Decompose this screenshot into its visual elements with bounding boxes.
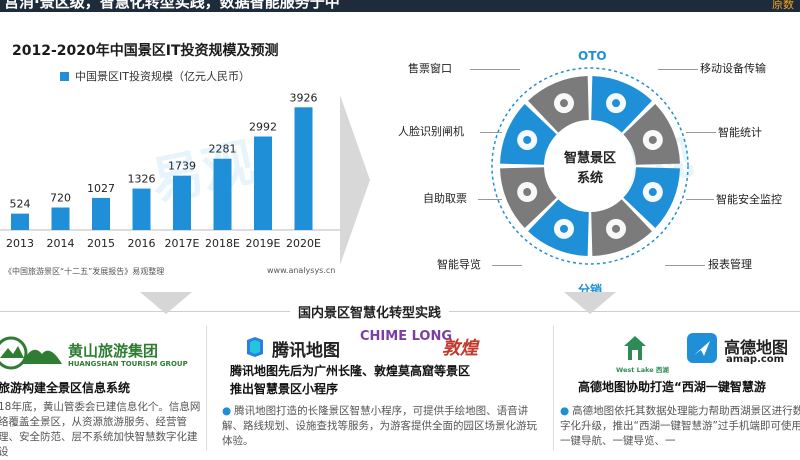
x-tick-2019E: 2019E <box>246 237 281 250</box>
middle-column-body: 腾讯地图打造的长隆景区智慧小程序，可提供手绘地图、语音讲解、路线规划、设施查找等… <box>222 405 537 447</box>
bar-2015 <box>92 197 110 230</box>
rss-icon-glyph <box>559 224 568 233</box>
bar-chart: 524 2013 720 2014 1027 2015 1326 2016 1739 2017E 2… <box>0 91 340 250</box>
data-label-2019E: 2992 <box>249 121 277 134</box>
column-separator <box>553 326 554 450</box>
column-separator <box>206 326 207 450</box>
huangshan-logo-en: HUANGSHAN TOURISM GROUP <box>68 360 188 368</box>
x-tick-2017E: 2017E <box>165 237 200 250</box>
wheel-label-face-gate: 人脸识别闸机 <box>398 125 464 138</box>
bar-2016 <box>132 188 151 230</box>
amap-logo-url: amap.com <box>726 354 785 365</box>
leader-line <box>686 132 716 133</box>
bar-2013 <box>11 213 29 230</box>
data-label-2015: 1027 <box>87 182 115 195</box>
tag-icon-glyph <box>612 224 621 233</box>
data-label-2016: 1326 <box>128 173 156 186</box>
wheel-label-self-ticket: 自助取票 <box>423 192 467 205</box>
wheel-center <box>546 122 634 210</box>
transition-arrow <box>340 95 370 265</box>
amap-logo-name: 高德地图 <box>724 338 789 357</box>
wheel-label-smart-stats: 智能统计 <box>718 126 762 139</box>
x-tick-2018E: 2018E <box>205 237 240 250</box>
wheel-label-reports: 报表管理 <box>708 258 752 271</box>
bar-2020E <box>294 107 313 230</box>
middle-column-title-line2: 推出智慧景区小程序 <box>230 382 339 396</box>
wheel-label-mobile-transfer: 移动设备传输 <box>700 62 766 75</box>
wheel-segments <box>500 76 680 256</box>
huangshan-logo-name: 黄山旅游集团 <box>68 342 159 360</box>
chart-source: 《中国旅游景区“十二五”发展报告》易观整理 <box>4 267 165 276</box>
data-label-2017E: 1739 <box>168 160 196 173</box>
wheel-label-ticket-window: 售票窗口 <box>408 62 452 75</box>
leader-line <box>658 69 698 70</box>
right-column-body-wrap: ● 高德地图依托其数据处理能力帮助西湖景区进行数字化升级，推出“西湖一键智慧游”过… <box>560 404 800 449</box>
chimelong-logo: CHIME LONG <box>360 329 453 344</box>
data-label-2013: 524 <box>10 198 31 211</box>
legend-swatch <box>60 71 69 81</box>
bar-2018E <box>213 158 232 230</box>
data-label-2014: 720 <box>50 192 71 205</box>
wheel-label-smart-guide: 智能导览 <box>437 258 481 271</box>
legend-label: 中国景区IT投资规模（亿元人民币） <box>75 70 250 83</box>
section-heading: 国内景区智慧化转型实践 <box>290 302 450 321</box>
bullet-icon: ● <box>222 405 232 417</box>
bar-2017E <box>173 175 191 230</box>
bullet-icon: ● <box>560 405 570 417</box>
tencent-map-logo: 腾讯地图 <box>272 341 340 361</box>
x-tick-2013: 2013 <box>6 237 34 250</box>
x-tick-2014: 2014 <box>47 237 75 250</box>
data-label-2018E: 2281 <box>209 143 237 156</box>
cube-icon-glyph <box>523 188 532 197</box>
cloud-upload-icon-glyph <box>523 135 532 144</box>
paper-plane-icon-glyph <box>648 188 657 197</box>
right-column-body: 高德地图依托其数据处理能力帮助西湖景区进行数字化升级，推出“西湖一键智慧游”过手… <box>560 405 800 447</box>
left-column-title: 旅游构建全景区信息系统 <box>0 381 131 395</box>
huangshan-mountain-icon <box>22 349 62 364</box>
header-title: 宫消·景区级，智慧化转型实践，数据智能服务于中 <box>4 0 340 11</box>
down-arrow-left <box>140 292 192 314</box>
dunhuang-logo: 敦煌 <box>442 338 478 359</box>
west-lake-logo-icon <box>624 336 646 360</box>
smart-scenic-wheel: 智慧景区 系统 <box>491 67 689 265</box>
lightning-icon-glyph <box>612 99 621 108</box>
eye-icon-glyph <box>648 135 657 144</box>
down-arrow-right <box>564 292 616 314</box>
x-tick-2015: 2015 <box>87 237 115 250</box>
bar-2014 <box>51 207 70 230</box>
x-tick-2016: 2016 <box>128 237 156 250</box>
bar-2019E <box>254 136 272 230</box>
search-icon-glyph <box>559 99 568 108</box>
wheel-outer-ring <box>491 67 689 265</box>
middle-column-title-line1: 腾讯地图先后为广州长隆、敦煌莫高窟等景区 <box>230 364 471 378</box>
header-bar: 宫消·景区级，智慧化转型实践，数据智能服务于中 原数 <box>0 0 800 12</box>
amap-logo-icon <box>687 333 717 363</box>
tencent-map-icon <box>247 337 263 357</box>
chart-legend: 中国景区IT投资规模（亿元人民币） <box>60 68 250 84</box>
leader-line <box>492 265 522 266</box>
west-lake-logo-text: West Lake 西湖 <box>616 366 669 374</box>
leader-line <box>480 132 502 133</box>
wheel-label-security: 智能安全监控 <box>716 193 782 206</box>
huangshan-logo-icon <box>0 336 28 370</box>
wheel-center-line2: 系统 <box>577 170 603 186</box>
chart-title: 2012-2020年中国景区IT投资规模及预测 <box>12 43 279 59</box>
leader-line <box>470 69 520 70</box>
leader-line <box>665 265 705 266</box>
data-label-2020E: 3926 <box>290 91 318 104</box>
wheel-center-line1: 智慧景区 <box>564 150 616 166</box>
right-column-title: 高德地图协助打造“西湖一键智慧游 <box>578 380 766 394</box>
leader-line <box>686 199 714 200</box>
left-column-body: 18年底，黄山管委会已建信息化个。信息网络覆盖全景区，从资源旅游服务、经营管理、… <box>0 401 201 458</box>
wheel-top-label: OTO <box>578 49 607 63</box>
x-tick-2020E: 2020E <box>286 237 321 250</box>
leader-line <box>478 199 502 200</box>
chart-website: www.analysys.cn <box>267 266 336 275</box>
middle-column-body-wrap: ● 腾讯地图打造的长隆景区智慧小程序，可提供手绘地图、语音讲解、路线规划、设施查找… <box>222 404 544 449</box>
header-logo: 原数 <box>772 0 794 11</box>
